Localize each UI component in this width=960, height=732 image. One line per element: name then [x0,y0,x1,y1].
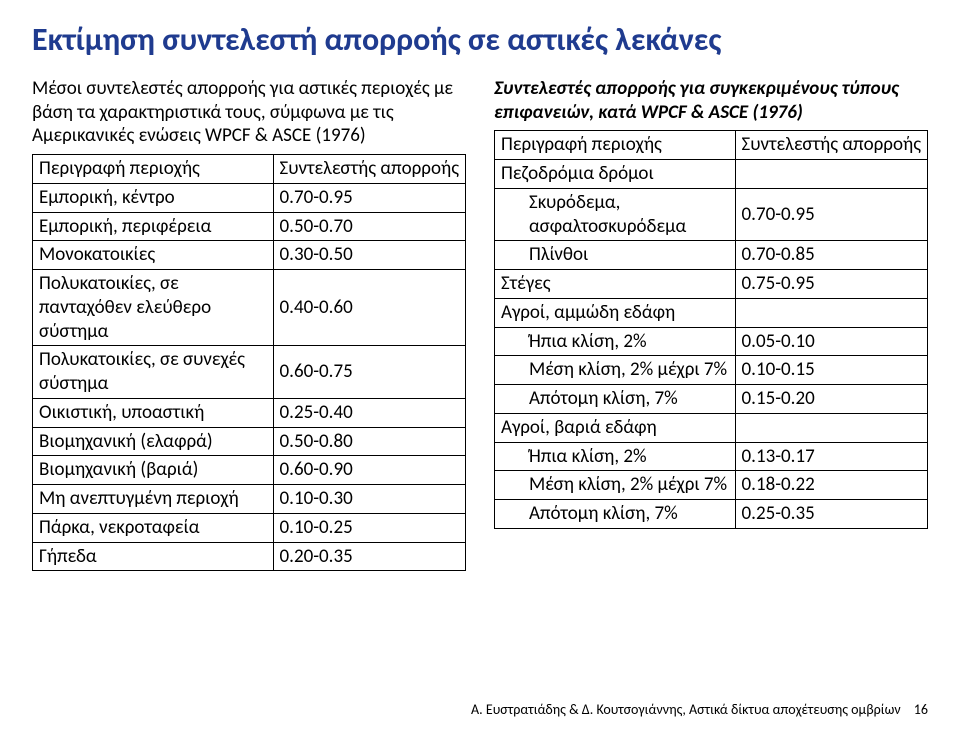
table-row: Αγροί, αμμώδη εδάφη [495,298,928,327]
cell-value: 0.18-0.22 [735,471,927,500]
table-header-cell: Περιγραφή περιοχής [495,131,736,160]
table-row: Μέση κλίση, 2% μέχρι 7%0.10-0.15 [495,356,928,385]
cell-label: Πάρκα, νεκροταφεία [33,513,274,542]
table-header-row: Περιγραφή περιοχής Συντελεστής απορροής [33,155,466,184]
table-row: Μονοκατοικίες0.30-0.50 [33,241,466,270]
table-row: Εμπορική, περιφέρεια0.50-0.70 [33,212,466,241]
cell-value: 0.70-0.95 [273,183,465,212]
cell-label: Εμπορική, περιφέρεια [33,212,274,241]
left-table: Περιγραφή περιοχής Συντελεστής απορροής … [32,154,466,571]
table-header-cell: Περιγραφή περιοχής [33,155,274,184]
footer-text: Α. Ευστρατιάδης & Δ. Κουτσογιάννης, Αστι… [471,701,901,718]
cell-label: Σκυρόδεμα, ασφαλτοσκυρόδεμα [495,188,736,241]
cell-label: Πεζοδρόμια δρόμοι [495,160,736,189]
table-header-cell: Συντελεστής απορροής [273,155,465,184]
table-row: Μη ανεπτυγμένη περιοχή0.10-0.30 [33,485,466,514]
table-row: Εμπορική, κέντρο0.70-0.95 [33,183,466,212]
table-row: Γήπεδα0.20-0.35 [33,542,466,571]
table-row: Βιομηχανική (ελαφρά)0.50-0.80 [33,427,466,456]
cell-value [735,298,927,327]
right-lead: Συντελεστές απορροής για συγκεκριμένους … [494,77,928,125]
cell-label: Βιομηχανική (βαριά) [33,456,274,485]
cell-value: 0.25-0.35 [735,500,927,529]
cell-value: 0.10-0.25 [273,513,465,542]
page-number: 16 [914,701,928,718]
table-header-row: Περιγραφή περιοχής Συντελεστής απορροής [495,131,928,160]
left-lead: Μέσοι συντελεστές απορροής για αστικές π… [32,77,466,148]
cell-value: 0.40-0.60 [273,270,465,346]
table-row: Βιομηχανική (βαριά)0.60-0.90 [33,456,466,485]
cell-value: 0.13-0.17 [735,442,927,471]
cell-value: 0.25-0.40 [273,398,465,427]
slide-title: Εκτίμηση συντελεστή απορροής σε αστικές … [32,22,928,59]
columns: Μέσοι συντελεστές απορροής για αστικές π… [32,77,928,572]
table-row: Ήπια κλίση, 2%0.13-0.17 [495,442,928,471]
cell-label: Πλίνθοι [495,241,736,270]
cell-label: Μέση κλίση, 2% μέχρι 7% [495,471,736,500]
cell-label: Στέγες [495,270,736,299]
table-row: Οικιστική, υποαστική0.25-0.40 [33,398,466,427]
cell-value: 0.50-0.70 [273,212,465,241]
left-column: Μέσοι συντελεστές απορροής για αστικές π… [32,77,466,572]
cell-label: Εμπορική, κέντρο [33,183,274,212]
table-row: Ήπια κλίση, 2%0.05-0.10 [495,327,928,356]
slide: Εκτίμηση συντελεστή απορροής σε αστικές … [0,0,960,732]
cell-value: 0.05-0.10 [735,327,927,356]
cell-label: Μονοκατοικίες [33,241,274,270]
table-row: Μέση κλίση, 2% μέχρι 7%0.18-0.22 [495,471,928,500]
table-row: Αγροί, βαριά εδάφη [495,413,928,442]
footer: Α. Ευστρατιάδης & Δ. Κουτσογιάννης, Αστι… [471,701,928,718]
cell-label: Βιομηχανική (ελαφρά) [33,427,274,456]
cell-label: Μέση κλίση, 2% μέχρι 7% [495,356,736,385]
right-table: Περιγραφή περιοχής Συντελεστής απορροής … [494,130,928,529]
cell-label: Πολυκατοικίες, σε πανταχόθεν ελεύθερο σύ… [33,270,274,346]
cell-label: Αγροί, αμμώδη εδάφη [495,298,736,327]
right-column: Συντελεστές απορροής για συγκεκριμένους … [494,77,928,529]
table-row: Πολυκατοικίες, σε πανταχόθεν ελεύθερο σύ… [33,270,466,346]
cell-label: Οικιστική, υποαστική [33,398,274,427]
cell-value: 0.10-0.15 [735,356,927,385]
cell-value: 0.50-0.80 [273,427,465,456]
table-row: Στέγες0.75-0.95 [495,270,928,299]
cell-label: Γήπεδα [33,542,274,571]
cell-value: 0.70-0.85 [735,241,927,270]
cell-label: Απότομη κλίση, 7% [495,500,736,529]
table-row: Πεζοδρόμια δρόμοι [495,160,928,189]
cell-label: Μη ανεπτυγμένη περιοχή [33,485,274,514]
cell-label: Απότομη κλίση, 7% [495,385,736,414]
table-header-cell: Συντελεστής απορροής [735,131,927,160]
cell-value [735,413,927,442]
cell-value: 0.15-0.20 [735,385,927,414]
table-row: Απότομη κλίση, 7%0.25-0.35 [495,500,928,529]
cell-value: 0.10-0.30 [273,485,465,514]
table-row: Πάρκα, νεκροταφεία0.10-0.25 [33,513,466,542]
cell-value [735,160,927,189]
table-row: Πολυκατοικίες, σε συνεχές σύστημα0.60-0.… [33,346,466,399]
cell-value: 0.60-0.75 [273,346,465,399]
table-row: Πλίνθοι0.70-0.85 [495,241,928,270]
cell-value: 0.60-0.90 [273,456,465,485]
cell-label: Αγροί, βαριά εδάφη [495,413,736,442]
table-row: Απότομη κλίση, 7%0.15-0.20 [495,385,928,414]
table-row: Σκυρόδεμα, ασφαλτοσκυρόδεμα0.70-0.95 [495,188,928,241]
cell-value: 0.30-0.50 [273,241,465,270]
cell-label: Ήπια κλίση, 2% [495,327,736,356]
cell-label: Πολυκατοικίες, σε συνεχές σύστημα [33,346,274,399]
cell-value: 0.70-0.95 [735,188,927,241]
cell-value: 0.75-0.95 [735,270,927,299]
cell-label: Ήπια κλίση, 2% [495,442,736,471]
cell-value: 0.20-0.35 [273,542,465,571]
